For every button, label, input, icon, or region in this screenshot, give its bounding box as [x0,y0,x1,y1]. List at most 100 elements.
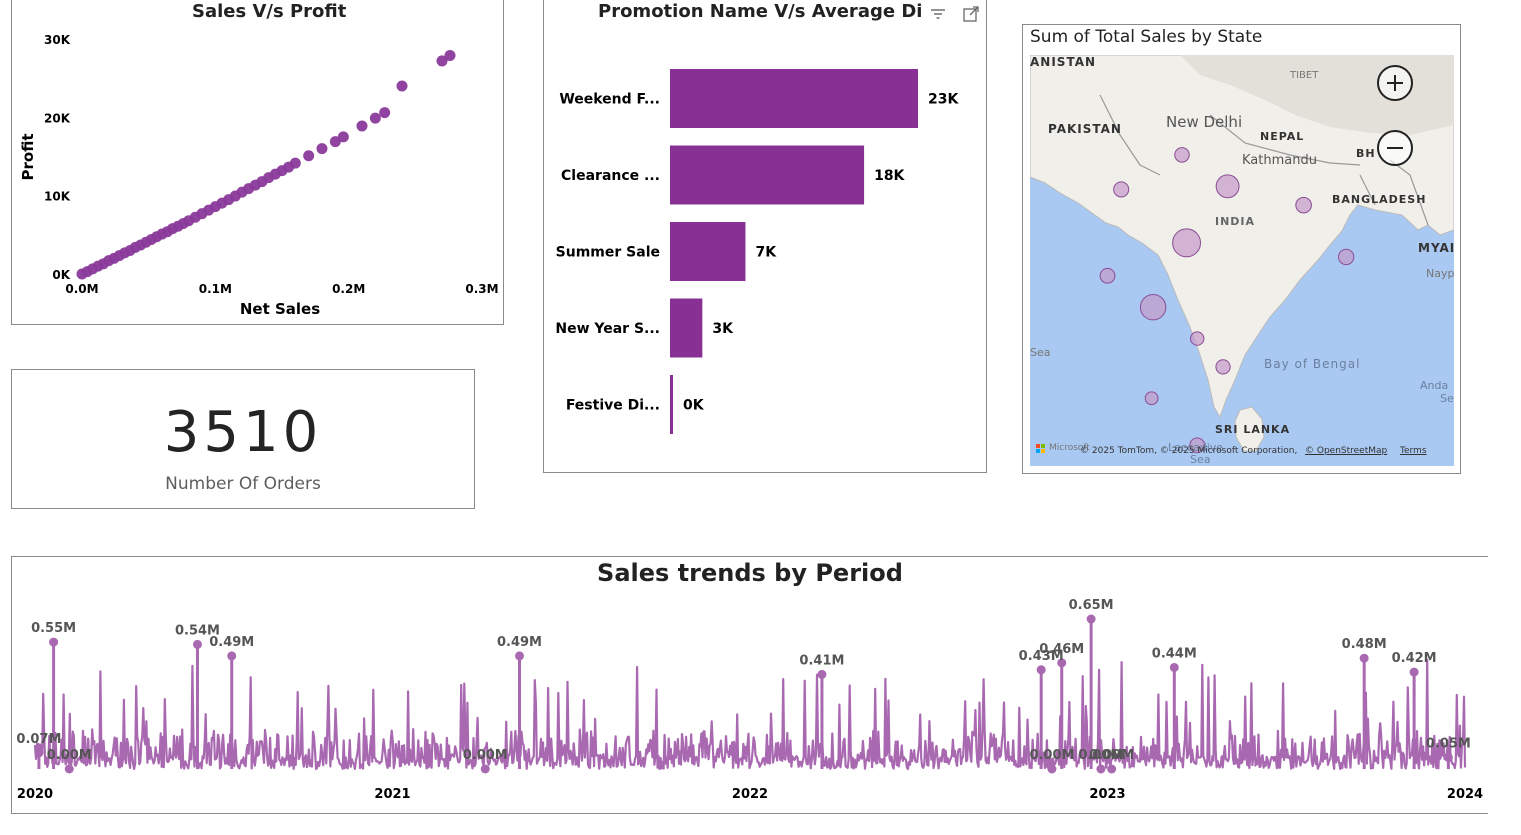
map-bubble[interactable] [1189,437,1206,454]
scatter-x-tick: 0.3M [465,282,498,296]
trend-data-label: 0.00M [1089,748,1134,763]
map-bubble[interactable] [1215,359,1231,375]
bar-rect[interactable] [670,145,865,205]
bar-rect[interactable] [670,375,673,434]
trend-peak-point[interactable] [64,764,74,774]
label-sri-lanka: SRI LANKA [1215,423,1291,436]
map-card: Sum of Total Sales by State ANISTAN PAKI… [1022,24,1461,474]
trend-peak-point[interactable] [1057,658,1067,668]
bar-rect[interactable] [670,298,703,358]
bar-title: Promotion Name V/s Average Discour [598,1,923,22]
bar-category-label: Summer Sale [556,245,660,261]
trend-peak-point[interactable] [1047,764,1057,774]
trend-peak-point[interactable] [1409,667,1419,677]
trend-peak-point[interactable] [49,637,59,647]
label-kathmandu: Kathmandu [1242,153,1317,168]
bar-data-label: 7K [755,245,777,261]
label-naypyidaw: Nayp [1426,267,1454,280]
trend-data-label: 0.42M [1392,651,1437,666]
scatter-point[interactable] [369,112,381,124]
map-bubble[interactable] [1295,196,1312,214]
label-microsoft: Microsoft [1049,443,1090,453]
trend-series-line[interactable] [33,658,1467,771]
scatter-point[interactable] [316,143,328,155]
trend-peak-point[interactable] [514,651,524,661]
bar-data-label: 0K [683,398,705,414]
bar-category-label: Weekend F... [559,92,660,108]
label-new-delhi: New Delhi [1166,113,1243,131]
zoom-out-button[interactable] [1377,130,1413,166]
scatter-point[interactable] [444,49,456,61]
map-bubble[interactable] [1144,391,1159,406]
bar-chart: Weekend F... 23K Clearance ... 18K Summer Sa… [555,69,959,434]
map-attribution: © 2025 TomTom, © 2025 Microsoft Corporat… [1080,446,1298,456]
scatter-point[interactable] [289,157,301,169]
map-bubble[interactable] [1139,293,1167,321]
trend-x-tick: 2021 [374,787,410,802]
microsoft-logo [1036,444,1046,454]
trend-data-label: 0.49M [209,635,254,650]
map-bubble[interactable] [1190,331,1205,346]
trend-data-label: 0.48M [1342,637,1387,652]
focus-mode-icon[interactable] [962,5,980,23]
trend-peak-point[interactable] [1086,614,1096,624]
label-afghanistan: ANISTAN [1030,55,1097,69]
trend-data-label: 0.46M [1039,642,1084,657]
sri-lanka [1234,406,1265,452]
trend-chart: 0.55M0.07M0.00M0.54M0.49M0.00M0.49M0.41M… [16,598,1483,802]
map-canvas[interactable]: ANISTAN PAKISTAN TIBET New Delhi NEPAL K… [1030,55,1454,466]
bar-data-label: 3K [712,321,734,337]
trend-data-label: 0.65M [1069,598,1114,613]
scatter-point[interactable] [303,150,315,162]
scatter-point[interactable] [356,120,368,132]
map-bubble[interactable] [1099,267,1116,284]
scatter-point[interactable] [436,55,448,67]
trend-peak-point[interactable] [227,651,237,661]
trend-peak-point[interactable] [817,669,827,679]
bar-category-label: Festive Di... [566,398,660,414]
map-bubble[interactable] [1172,228,1202,258]
trend-peak-point[interactable] [1036,665,1046,675]
trend-data-label: 0.05M [1426,736,1471,751]
scatter-point[interactable] [396,80,408,92]
scatter-y-tick: 0K [52,268,70,282]
trend-peak-point[interactable] [1443,752,1453,762]
filter-icon[interactable] [929,5,947,23]
trend-data-label: 0.44M [1152,646,1197,661]
label-bay-of-bengal: Bay of Bengal [1264,357,1361,371]
scatter-point[interactable] [329,136,341,148]
map-bubble[interactable] [1338,248,1355,266]
map-bubble[interactable] [1174,147,1190,163]
trend-data-label: 0.54M [175,623,220,638]
scatter-point[interactable] [379,107,391,119]
kpi-label: Number Of Orders [165,474,321,494]
scatter-x-tick: 0.0M [65,282,98,296]
trend-peak-point[interactable] [1359,653,1369,663]
map-bubble[interactable] [1215,174,1240,199]
map-osm-link[interactable]: © OpenStreetMap [1305,446,1388,456]
scatter-y-tick: 30K [44,33,71,47]
trend-data-label: 0.00M [47,748,92,763]
label-bangladesh: BANGLADESH [1332,193,1427,206]
trend-peak-point[interactable] [1107,764,1117,774]
bar-data-label: 23K [928,92,959,108]
map-terms-link[interactable]: Terms [1400,446,1427,456]
bar-rect[interactable] [670,69,918,128]
scatter-chart: 0.0M 0.1M 0.2M 0.3M 0K 10K 20K 30K Net Sales Pr… [19,33,499,318]
trend-x-tick: 2024 [1447,787,1483,802]
kpi-value: 3510 [163,400,323,465]
trend-peak-point[interactable] [1096,764,1106,774]
trend-peak-point[interactable] [480,764,490,774]
trend-peak-point[interactable] [1169,662,1179,672]
bar-rect[interactable] [670,222,746,281]
label-pakistan: PAKISTAN [1048,122,1122,136]
label-andaman-2: Se [1440,392,1454,405]
scatter-point[interactable] [337,131,349,143]
trend-title: Sales trends by Period [597,559,903,587]
trend-x-tick: 2023 [1089,787,1125,802]
scatter-y-tick: 10K [44,190,71,204]
map-bubble[interactable] [1113,181,1130,198]
trend-peak-point[interactable] [34,748,44,758]
zoom-in-button[interactable] [1377,65,1413,101]
trend-peak-point[interactable] [192,639,202,649]
